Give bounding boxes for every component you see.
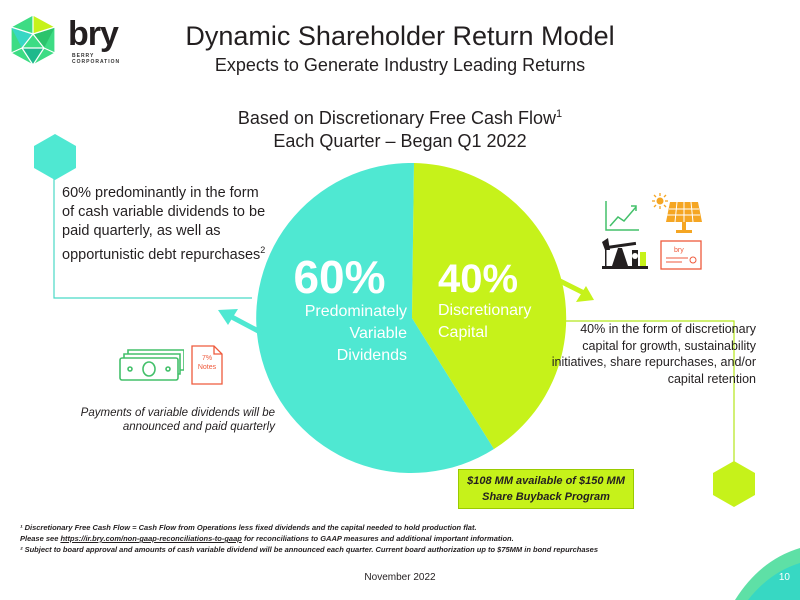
- page-subtitle: Expects to Generate Industry Leading Ret…: [214, 55, 586, 75]
- footer-date: November 2022: [364, 572, 436, 583]
- logo-hex-icon: [10, 14, 56, 66]
- dividends-description: 60% predominantly in the form of cash va…: [62, 185, 266, 263]
- sun-icon: [652, 193, 668, 209]
- gaap-reconciliation-link[interactable]: https://ir.bry.com/non-gaap-reconciliati…: [60, 534, 242, 543]
- brand-tagline: BERRY CORPORATION: [72, 53, 121, 65]
- notes-icon-label: 7% Notes: [197, 355, 217, 371]
- arrow-right-icon: [556, 277, 594, 302]
- page-title: Dynamic Shareholder Return Model: [185, 21, 615, 51]
- right-connector-line: [560, 320, 735, 462]
- svg-text:bry: bry: [674, 247, 684, 254]
- cash-bills-icon: [119, 349, 184, 381]
- hexagon-icon-top-left: [34, 134, 76, 180]
- bry-card-icon: bry: [660, 240, 702, 270]
- pie-slice-discretionary: [412, 163, 567, 449]
- page-number: 10: [778, 572, 790, 583]
- discretionary-percent: 40%: [438, 257, 519, 301]
- brand-name: bry: [68, 15, 119, 53]
- payments-note: Payments of variable dividends will be a…: [80, 407, 275, 433]
- notes-document-icon: [191, 345, 223, 385]
- dividends-percent: 60%: [293, 251, 386, 303]
- discretionary-description: 40% in the form of discretionary capital…: [551, 322, 756, 386]
- allocation-pie-chart: [256, 163, 567, 473]
- footnote-1: ¹ Discretionary Free Cash Flow = Cash Fl…: [20, 523, 477, 532]
- discretionary-label: 40% Discretionary Capital: [438, 258, 563, 344]
- hexagon-icon-bottom-right: [713, 461, 755, 507]
- footnote-1-link-line: Please see https://ir.bry.com/non-gaap-r…: [20, 534, 514, 543]
- pie-slice-dividends: [256, 163, 494, 473]
- dividends-label: 60% Predominately Variable Dividends: [272, 253, 407, 367]
- buyback-callout: $108 MM available of $150 MM Share Buyba…: [458, 469, 634, 509]
- growth-chart-icon: [605, 201, 639, 231]
- solar-panel-icon: [666, 201, 702, 233]
- footnote-2: ² Subject to board approval and amounts …: [20, 545, 599, 554]
- oil-pumpjack-icon: [602, 238, 648, 269]
- left-connector-line: [53, 168, 252, 299]
- basis-heading: Based on Discretionary Free Cash Flow1 E…: [237, 108, 563, 151]
- arrow-left-icon: [218, 309, 264, 336]
